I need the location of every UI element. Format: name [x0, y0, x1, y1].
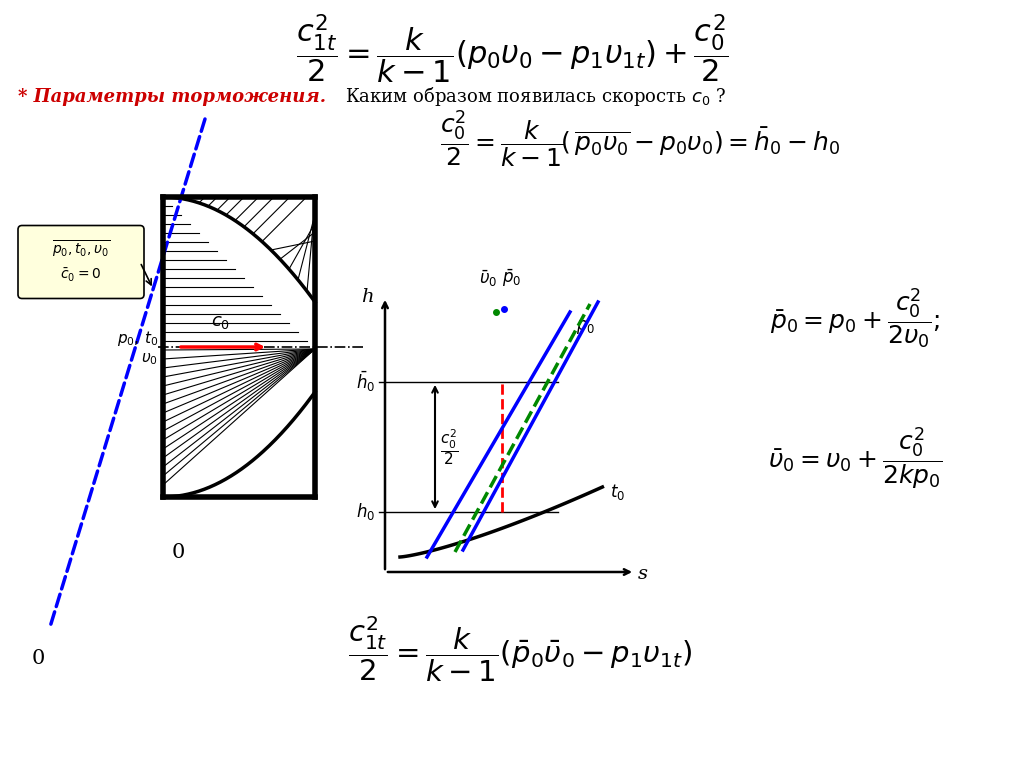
FancyBboxPatch shape [18, 225, 144, 298]
Text: $\bar{\upsilon}_0 = \upsilon_0 + \dfrac{c_0^2}{2kp_0}$: $\bar{\upsilon}_0 = \upsilon_0 + \dfrac{… [768, 426, 942, 492]
Text: $p_0,\,t_0$: $p_0,\,t_0$ [117, 330, 158, 348]
Text: h: h [360, 288, 374, 306]
Text: * Параметры торможения.: * Параметры торможения. [18, 88, 326, 106]
Text: s: s [638, 565, 648, 583]
Text: $h_0$: $h_0$ [356, 502, 375, 522]
Text: Каким образом появилась скорость $c_0$ ?: Каким образом появилась скорость $c_0$ ? [345, 85, 726, 108]
Text: 0: 0 [171, 542, 184, 561]
Text: $\dfrac{c_0^2}{2}$: $\dfrac{c_0^2}{2}$ [440, 427, 459, 467]
Text: $\dfrac{c_0^2}{2} = \dfrac{k}{k-1}\!\left(\,\overline{p_0\upsilon_0} - p_0\upsil: $\dfrac{c_0^2}{2} = \dfrac{k}{k-1}\!\lef… [440, 108, 840, 170]
Text: $\overline{p_0,t_0,\upsilon_0}$: $\overline{p_0,t_0,\upsilon_0}$ [52, 239, 111, 260]
Text: $\bar{p}_0 = p_0 + \dfrac{c_0^2}{2\upsilon_0};\,$: $\bar{p}_0 = p_0 + \dfrac{c_0^2}{2\upsil… [770, 287, 940, 351]
Text: 0: 0 [32, 650, 45, 669]
Text: $\bar{p}_0$: $\bar{p}_0$ [503, 268, 521, 289]
Text: $\dfrac{c_{1t}^2}{2} = \dfrac{k}{k-1}\left(p_0\upsilon_0 - p_1\upsilon_{1t}\righ: $\dfrac{c_{1t}^2}{2} = \dfrac{k}{k-1}\le… [296, 12, 728, 86]
Text: $\bar{h}_0$: $\bar{h}_0$ [355, 370, 375, 394]
Text: $\bar{\upsilon}_0$: $\bar{\upsilon}_0$ [479, 268, 498, 289]
Text: $p_0$: $p_0$ [575, 318, 595, 336]
Text: $\dfrac{c_{1t}^2}{2} = \dfrac{k}{k-1}\left(\bar{p}_0\bar{\upsilon}_0 - p_1\upsil: $\dfrac{c_{1t}^2}{2} = \dfrac{k}{k-1}\le… [348, 614, 692, 683]
Text: $c_0$: $c_0$ [211, 313, 230, 331]
Text: $t_0$: $t_0$ [610, 482, 626, 502]
Text: $\upsilon_0$: $\upsilon_0$ [141, 351, 158, 367]
Text: $\bar{c}_0 = 0$: $\bar{c}_0 = 0$ [60, 266, 101, 284]
